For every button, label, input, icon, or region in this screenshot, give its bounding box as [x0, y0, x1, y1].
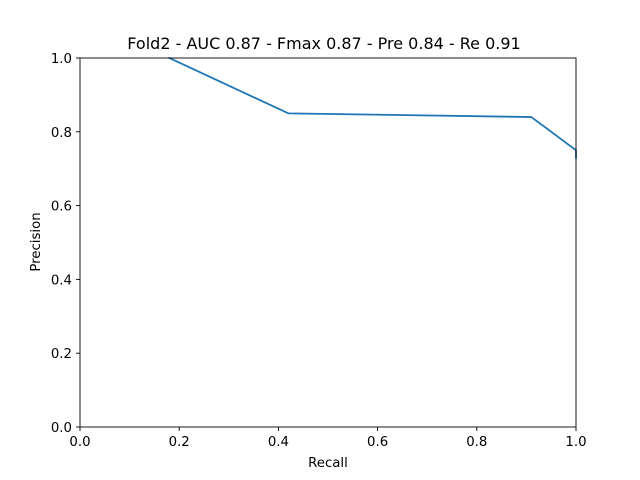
y-tick-label: 0.0	[51, 421, 72, 436]
y-tick-label: 0.8	[51, 126, 72, 141]
y-tick-label: 0.2	[51, 347, 72, 362]
x-tick-label: 0.4	[268, 435, 289, 450]
x-tick-label: 0.2	[169, 435, 190, 450]
axes-frame	[79, 57, 577, 428]
x-axis-ticks: 0.0 0.2 0.4 0.6 0.8 1.0	[69, 427, 587, 450]
x-tick-label: 0.0	[69, 435, 90, 450]
y-tick-label: 1.0	[51, 52, 72, 67]
precision-recall-curve	[168, 56, 577, 159]
plot-area	[168, 56, 577, 159]
y-axis-label: Precision	[29, 212, 44, 271]
x-tick-label: 1.0	[565, 435, 586, 450]
y-tick-label: 0.4	[51, 273, 72, 288]
x-tick-label: 0.8	[466, 435, 487, 450]
y-tick-label: 0.6	[51, 200, 72, 215]
y-axis-ticks: 0.0 0.2 0.4 0.6 0.8 1.0	[51, 52, 80, 436]
x-axis-label: Recall	[308, 456, 348, 471]
x-tick-label: 0.6	[367, 435, 388, 450]
chart-title: Fold2 - AUC 0.87 - Fmax 0.87 - Pre 0.84 …	[127, 34, 520, 53]
